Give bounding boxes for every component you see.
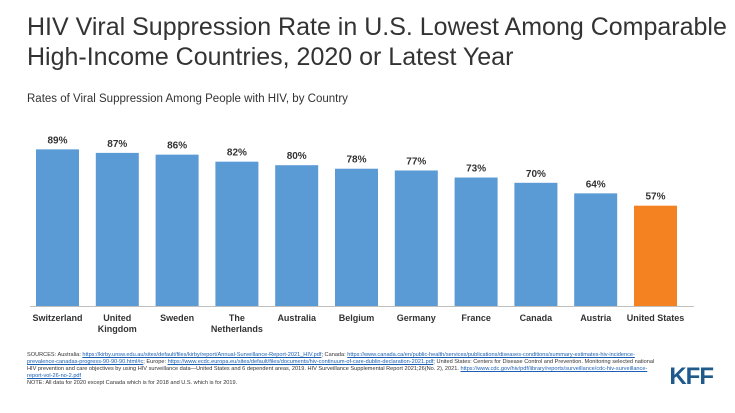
data-label: 78% [346,155,366,166]
category-label: The [229,313,245,323]
bar [335,168,378,306]
source-link[interactable]: https://kirby.unsw.edu.au/sites/default/… [82,352,322,358]
bar [514,182,558,306]
category-label: Netherlands [211,324,263,334]
data-label: 87% [107,139,127,150]
category-label: Switzerland [32,313,82,323]
bar [36,149,79,306]
data-label: 73% [466,164,486,175]
bar [454,177,498,306]
data-label: 80% [287,151,307,162]
bar [275,165,319,306]
data-label: 82% [227,148,247,159]
bar [215,161,259,306]
category-label: Germany [397,313,436,323]
source-link[interactable]: https://www.ecdc.europa.eu/sites/default… [167,359,434,365]
source-text: SOURCES: Australia: [27,352,83,358]
data-label: 77% [406,156,426,167]
category-label: Kingdom [98,324,137,334]
data-label: 64% [586,179,606,190]
bar [155,154,199,306]
chart-subtitle: Rates of Viral Suppression Among People … [27,93,348,105]
data-label: 86% [167,141,187,152]
data-label: 70% [526,169,546,180]
sources-text: SOURCES: Australia: https://kirby.unsw.e… [27,352,657,380]
data-label: 89% [47,135,67,146]
category-label: France [461,313,491,323]
bar [634,205,677,306]
bar [95,152,139,306]
kff-logo: KFF [669,363,714,390]
source-link[interactable]: https://www.cdc.gov/hiv/pdf/library/repo… [27,366,648,379]
category-label: Sweden [160,313,194,323]
category-label: Austria [580,313,612,323]
category-label: Belgium [339,313,375,323]
category-label: United States [627,313,685,323]
bar [574,193,618,306]
bar-chart: 89% 87% 86% 82% 80% 78% 77% 73% 70% 64% 57% Switze… [30,135,694,334]
source-link[interactable]: https://www.canada.ca/en/public-health/s… [27,352,635,365]
source-text: ; United States: Centers for Disease Con… [27,359,655,372]
category-label: Canada [520,313,554,323]
data-label: 57% [645,192,665,203]
note-text: NOTE: All data for 2020 except Canada wh… [27,380,238,386]
source-text: ; Europe: [143,359,168,365]
source-text: ; Canada: [321,352,348,358]
category-label: United [103,313,131,323]
category-label: Australia [277,313,317,323]
bar [394,170,438,306]
chart-title: HIV Viral Suppression Rate in U.S. Lowes… [27,13,727,71]
sources-note: SOURCES: Australia: https://kirby.unsw.e… [27,352,657,387]
